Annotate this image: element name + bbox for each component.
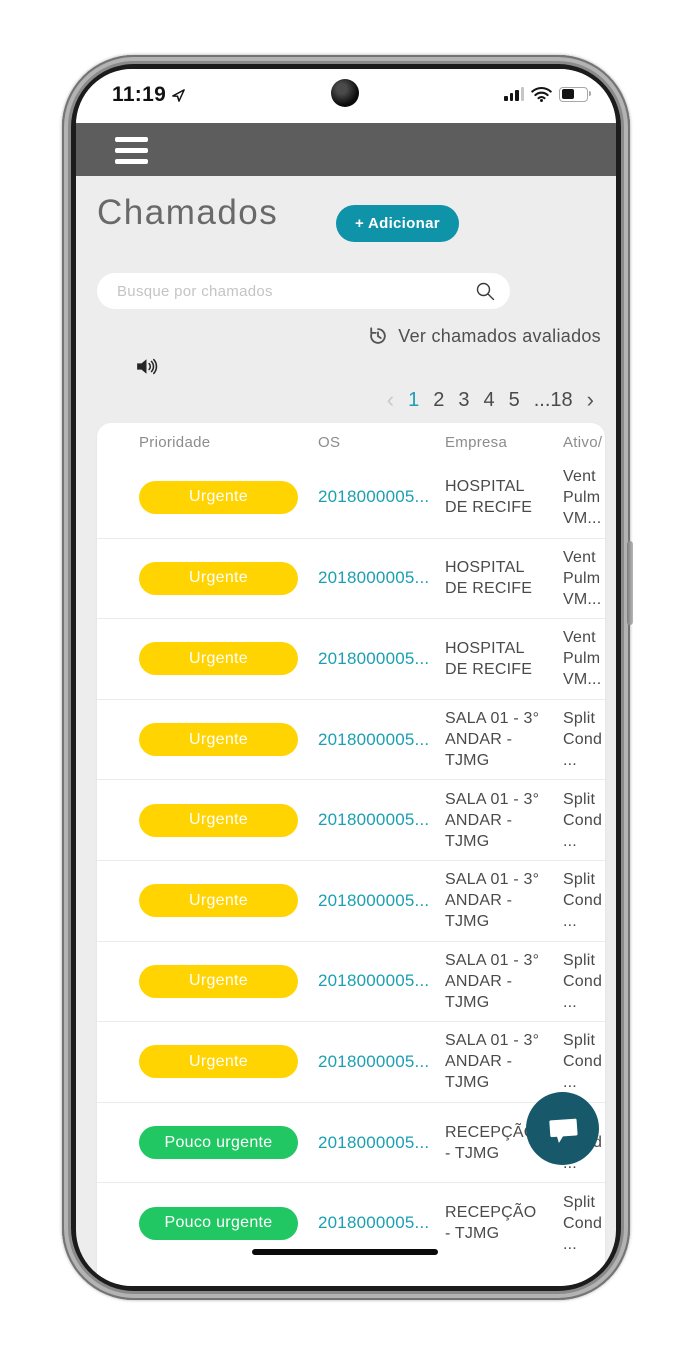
os-link[interactable]: 2018000005... bbox=[318, 1051, 430, 1071]
priority-badge[interactable]: Urgente bbox=[139, 723, 298, 757]
column-header-ativo: Ativo/ bbox=[563, 434, 603, 451]
ativo-cell: Split Cond ... bbox=[563, 1032, 603, 1092]
os-link[interactable]: 2018000005... bbox=[318, 890, 430, 910]
location-arrow-icon bbox=[172, 88, 185, 102]
priority-badge[interactable]: Urgente bbox=[139, 1045, 298, 1079]
priority-badge[interactable]: Pouco urgente bbox=[139, 1126, 298, 1160]
page-number-18[interactable]: ...18 bbox=[533, 388, 573, 411]
table-row[interactable]: Urgente 2018000005... SALA 01 - 3° ANDAR… bbox=[97, 698, 605, 780]
home-indicator[interactable] bbox=[252, 1249, 438, 1255]
wifi-icon bbox=[531, 86, 552, 102]
phone-screen: 11:19 bbox=[76, 69, 616, 1286]
table-row[interactable]: Pouco urgente 2018000005... RECEPÇÃO - T… bbox=[97, 1101, 605, 1183]
priority-badge[interactable]: Urgente bbox=[139, 642, 298, 676]
front-camera bbox=[331, 79, 359, 107]
os-link[interactable]: 2018000005... bbox=[318, 971, 430, 991]
empresa-cell: RECEPÇÃO - TJMG bbox=[445, 1204, 537, 1243]
table-row[interactable]: Urgente 2018000005... HOSPITAL DE RECIFE… bbox=[97, 457, 605, 538]
column-header-empresa: Empresa bbox=[445, 434, 508, 451]
table-row[interactable]: Urgente 2018000005... SALA 01 - 3° ANDAR… bbox=[97, 859, 605, 941]
empresa-cell: RECEPÇÃO - TJMG bbox=[445, 1123, 537, 1162]
empresa-cell: HOSPITAL DE RECIFE bbox=[445, 639, 533, 678]
ativo-cell: Split Cond ... bbox=[563, 1193, 603, 1253]
empresa-cell: SALA 01 - 3° ANDAR - TJMG bbox=[445, 1032, 540, 1092]
page-number-1[interactable]: 1 bbox=[408, 388, 420, 411]
table-header-row: Prioridade OS Empresa Ativo/ bbox=[97, 423, 605, 457]
ativo-cell: Split Cond ... bbox=[563, 710, 603, 770]
table-body: Urgente 2018000005... HOSPITAL DE RECIFE… bbox=[97, 457, 605, 1263]
search-bar[interactable] bbox=[97, 273, 510, 309]
page-number-4[interactable]: 4 bbox=[483, 388, 495, 411]
table-row[interactable]: Pouco urgente 2018000005... RECEPÇÃO - T… bbox=[97, 1182, 605, 1263]
add-button[interactable]: + Adicionar bbox=[336, 205, 459, 242]
empresa-cell: HOSPITAL DE RECIFE bbox=[445, 478, 533, 517]
prev-page-chevron[interactable]: ‹ bbox=[386, 387, 395, 412]
priority-badge[interactable]: Urgente bbox=[139, 884, 298, 918]
view-rated-tickets-link[interactable]: Ver chamados avaliados bbox=[367, 325, 601, 347]
os-link[interactable]: 2018000005... bbox=[318, 648, 430, 668]
chat-fab-button[interactable] bbox=[526, 1092, 599, 1165]
table-row[interactable]: Urgente 2018000005... SALA 01 - 3° ANDAR… bbox=[97, 940, 605, 1022]
phone-frame: 11:19 bbox=[62, 55, 633, 1300]
speaker-icon[interactable] bbox=[134, 354, 159, 384]
os-link[interactable]: 2018000005... bbox=[318, 568, 430, 588]
column-header-prioridade: Prioridade bbox=[139, 434, 211, 451]
empresa-cell: SALA 01 - 3° ANDAR - TJMG bbox=[445, 951, 540, 1011]
empresa-cell: HOSPITAL DE RECIFE bbox=[445, 559, 533, 598]
table-row[interactable]: Urgente 2018000005... SALA 01 - 3° ANDAR… bbox=[97, 1021, 605, 1102]
os-link[interactable]: 2018000005... bbox=[318, 810, 430, 830]
status-time: 11:19 bbox=[112, 83, 167, 106]
priority-badge[interactable]: Pouco urgente bbox=[139, 1206, 298, 1240]
empresa-cell: SALA 01 - 3° ANDAR - TJMG bbox=[445, 710, 540, 770]
search-input[interactable] bbox=[115, 281, 474, 301]
ativo-cell: Split Cond ... bbox=[563, 871, 603, 931]
os-link[interactable]: 2018000005... bbox=[318, 729, 430, 749]
pagination: ‹ 1 2 3 4 5 ...18 › bbox=[387, 387, 594, 413]
page-number-5[interactable]: 5 bbox=[508, 388, 520, 411]
column-header-os: OS bbox=[318, 434, 341, 451]
priority-badge[interactable]: Urgente bbox=[139, 480, 298, 514]
priority-badge[interactable]: Urgente bbox=[139, 964, 298, 998]
view-rated-tickets-label: Ver chamados avaliados bbox=[398, 325, 601, 346]
priority-badge[interactable]: Urgente bbox=[139, 803, 298, 837]
app-header bbox=[76, 123, 616, 176]
search-icon[interactable] bbox=[474, 280, 496, 302]
power-button[interactable] bbox=[627, 541, 633, 625]
cellular-signal-icon bbox=[504, 87, 524, 101]
os-link[interactable]: 2018000005... bbox=[318, 487, 430, 507]
os-link[interactable]: 2018000005... bbox=[318, 1213, 430, 1233]
os-link[interactable]: 2018000005... bbox=[318, 1132, 430, 1152]
chat-bubble-icon bbox=[548, 1118, 578, 1143]
table-row[interactable]: Urgente 2018000005... HOSPITAL DE RECIFE… bbox=[97, 537, 605, 619]
hamburger-menu-icon[interactable] bbox=[115, 137, 148, 164]
page-title: Chamados bbox=[97, 193, 279, 232]
page-number-2[interactable]: 2 bbox=[433, 388, 445, 411]
history-icon bbox=[370, 327, 386, 344]
priority-badge[interactable]: Urgente bbox=[139, 561, 298, 595]
battery-icon bbox=[559, 86, 591, 102]
tickets-table-card: Prioridade OS Empresa Ativo/ Urgente 201… bbox=[97, 423, 605, 1286]
table-row[interactable]: Urgente 2018000005... SALA 01 - 3° ANDAR… bbox=[97, 779, 605, 860]
ativo-cell: Vent Pulm VM... bbox=[563, 467, 602, 527]
page-number-3[interactable]: 3 bbox=[458, 388, 470, 411]
empresa-cell: SALA 01 - 3° ANDAR - TJMG bbox=[445, 790, 540, 850]
ativo-cell: Vent Pulm VM... bbox=[563, 629, 602, 689]
ativo-cell: Vent Pulm VM... bbox=[563, 548, 602, 608]
status-bar: 11:19 bbox=[76, 69, 616, 123]
ativo-cell: Split Cond ... bbox=[563, 790, 603, 850]
next-page-chevron[interactable]: › bbox=[586, 387, 594, 412]
table-row[interactable]: Urgente 2018000005... HOSPITAL DE RECIFE… bbox=[97, 618, 605, 699]
empresa-cell: SALA 01 - 3° ANDAR - TJMG bbox=[445, 871, 540, 931]
ativo-cell: Split Cond ... bbox=[563, 951, 603, 1011]
